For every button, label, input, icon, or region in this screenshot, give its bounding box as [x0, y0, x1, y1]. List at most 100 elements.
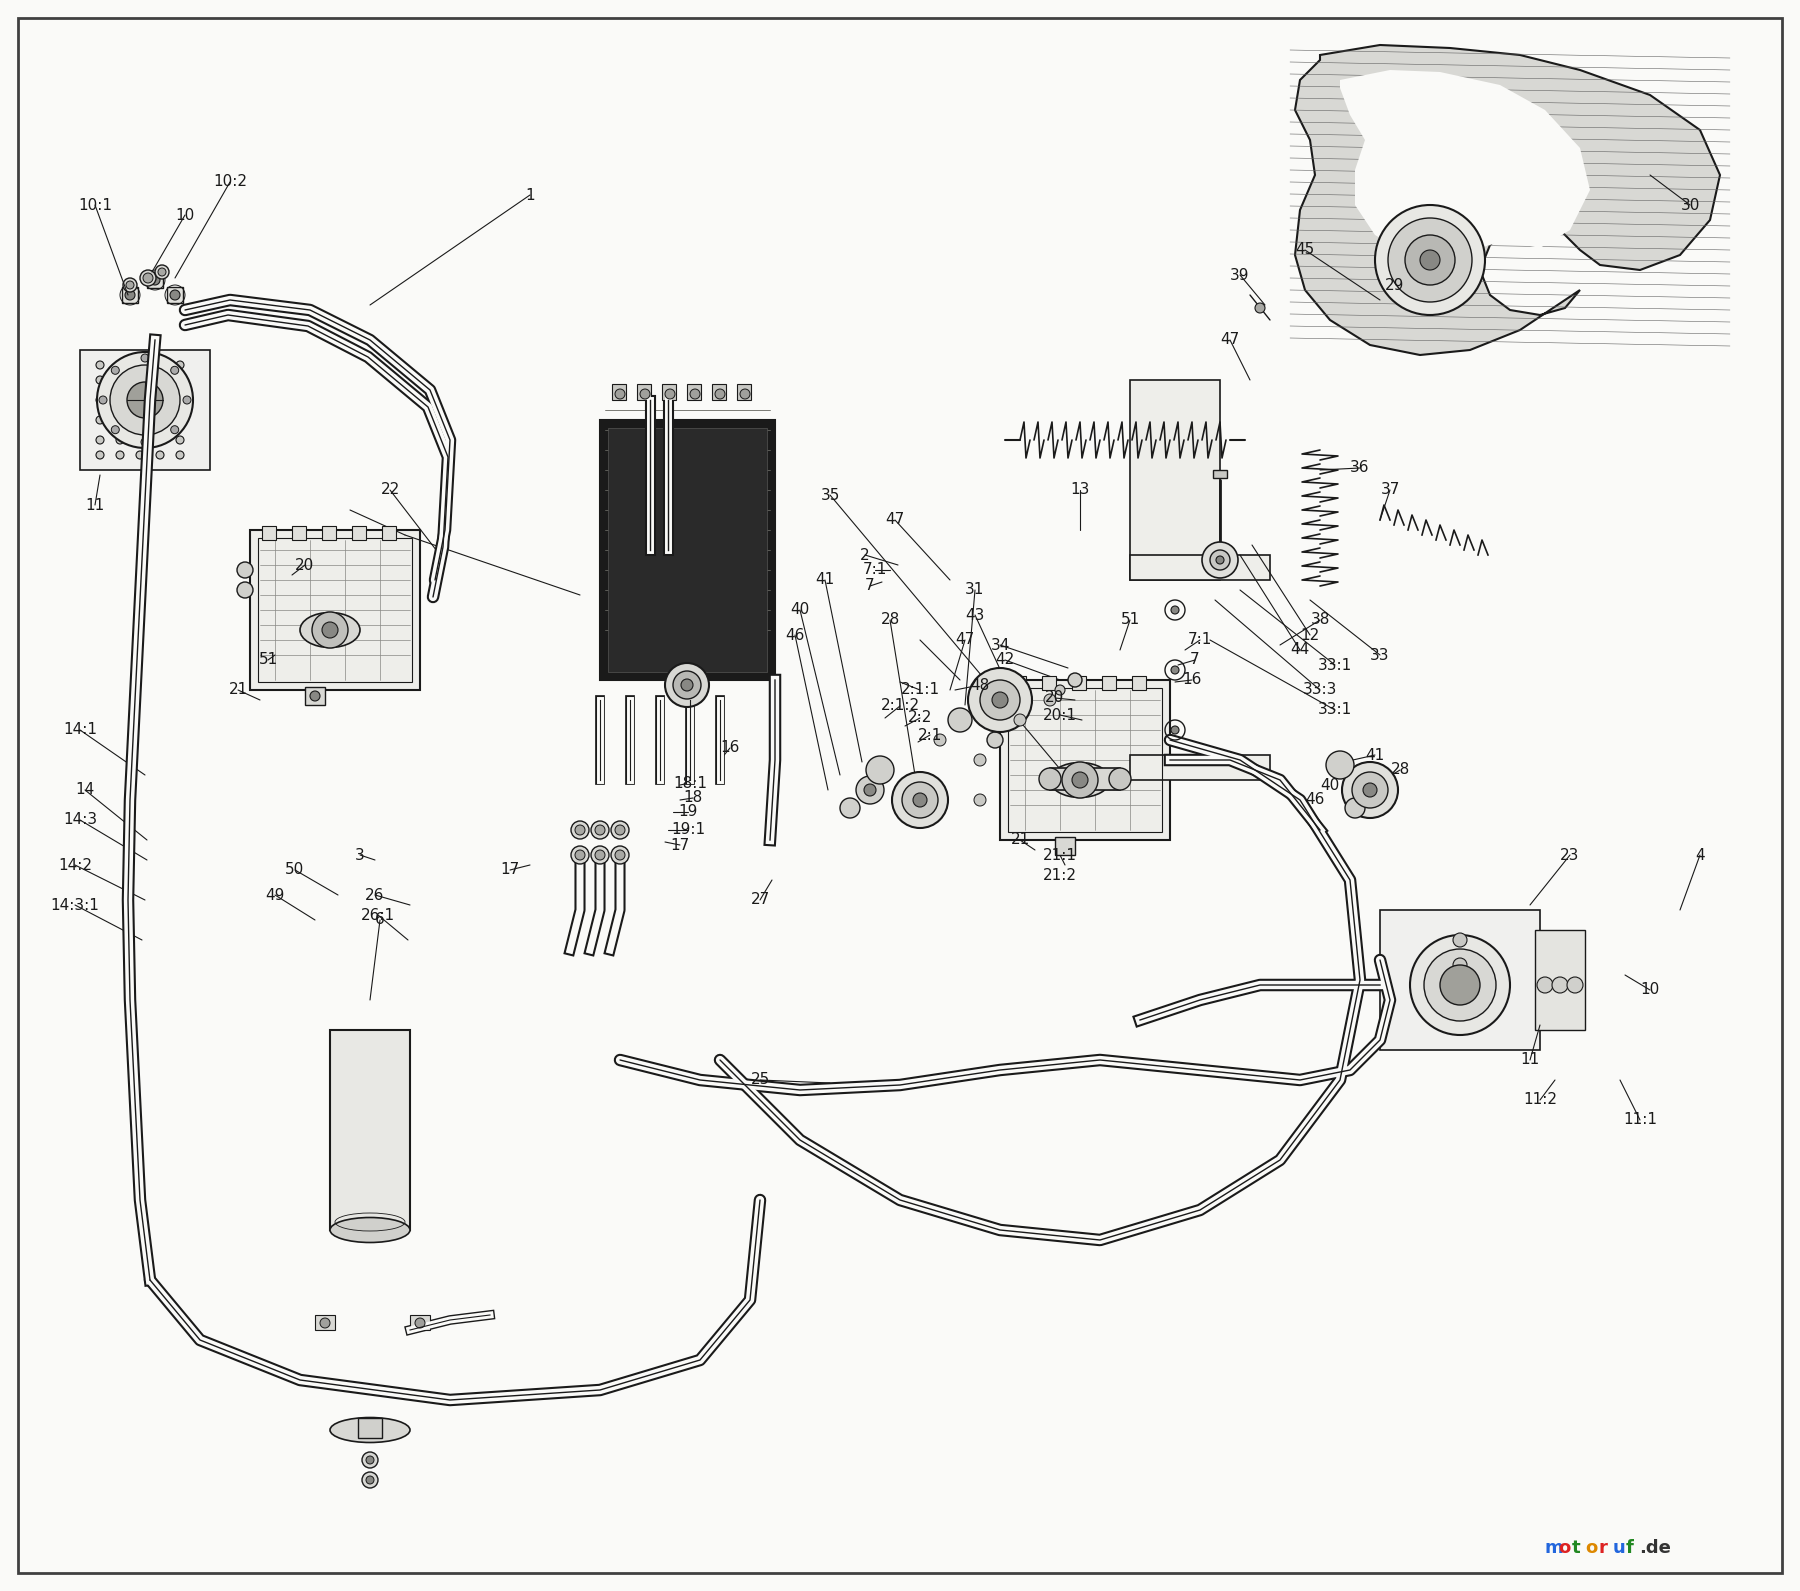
Circle shape [112, 426, 119, 434]
Bar [148, 272, 164, 288]
Circle shape [1440, 966, 1480, 1006]
Circle shape [238, 582, 254, 598]
Text: 18: 18 [684, 791, 702, 805]
Text: 2:1: 2:1 [918, 727, 941, 743]
Bar [688, 383, 700, 399]
Circle shape [616, 826, 625, 835]
Bar [1213, 469, 1228, 477]
Circle shape [934, 733, 947, 746]
Circle shape [137, 396, 144, 404]
Text: 33: 33 [1370, 648, 1390, 662]
Bar [1130, 555, 1271, 581]
Text: 12: 12 [1300, 627, 1319, 643]
Circle shape [362, 1453, 378, 1468]
Bar [1012, 676, 1026, 690]
Circle shape [99, 396, 106, 404]
Circle shape [1067, 673, 1082, 687]
Circle shape [1375, 205, 1485, 315]
Bar [1130, 756, 1271, 780]
Text: m: m [1544, 1538, 1564, 1558]
Text: 10:2: 10:2 [212, 175, 247, 189]
Circle shape [857, 776, 884, 803]
Circle shape [95, 415, 104, 423]
Text: 33:1: 33:1 [1318, 657, 1352, 673]
Circle shape [142, 274, 153, 283]
Text: r: r [1598, 1538, 1607, 1558]
Circle shape [157, 361, 164, 369]
Text: 47: 47 [1220, 333, 1240, 347]
Circle shape [986, 713, 1003, 729]
Bar [322, 527, 337, 539]
Circle shape [616, 850, 625, 861]
Bar [608, 428, 767, 671]
Circle shape [155, 266, 169, 278]
Text: 20: 20 [1046, 690, 1064, 705]
Circle shape [1073, 772, 1087, 788]
Circle shape [664, 663, 709, 706]
Circle shape [673, 671, 700, 698]
Text: 19: 19 [679, 805, 698, 819]
Circle shape [140, 355, 149, 363]
Circle shape [176, 450, 184, 458]
Circle shape [157, 436, 164, 444]
Circle shape [149, 275, 160, 285]
Circle shape [157, 450, 164, 458]
Circle shape [902, 783, 938, 818]
Circle shape [596, 826, 605, 835]
Text: 4: 4 [1696, 848, 1705, 862]
Circle shape [574, 826, 585, 835]
Text: 47: 47 [956, 633, 974, 648]
Circle shape [171, 366, 178, 374]
Bar [410, 1316, 430, 1330]
Circle shape [1172, 606, 1179, 614]
Circle shape [124, 290, 135, 301]
Bar [1132, 676, 1147, 690]
Circle shape [590, 821, 608, 838]
Text: 40: 40 [790, 603, 810, 617]
Polygon shape [1339, 70, 1589, 258]
Text: 44: 44 [1291, 643, 1310, 657]
Circle shape [689, 390, 700, 399]
Circle shape [596, 850, 605, 861]
Circle shape [1487, 950, 1496, 958]
Circle shape [1537, 977, 1553, 993]
Circle shape [866, 756, 895, 784]
Circle shape [1456, 937, 1463, 945]
Text: 25: 25 [751, 1072, 770, 1088]
Circle shape [115, 450, 124, 458]
Circle shape [610, 846, 628, 864]
Text: 39: 39 [1229, 267, 1249, 283]
Circle shape [140, 438, 149, 445]
Circle shape [571, 821, 589, 838]
Circle shape [112, 366, 119, 374]
Circle shape [95, 436, 104, 444]
Text: 41: 41 [815, 573, 835, 587]
Bar [1001, 679, 1170, 840]
Text: 7: 7 [1190, 652, 1201, 668]
Text: 2:1:1: 2:1:1 [900, 683, 940, 697]
Circle shape [128, 382, 164, 418]
Circle shape [610, 821, 628, 838]
Text: 49: 49 [265, 888, 284, 902]
Text: 2: 2 [860, 547, 869, 563]
Text: 45: 45 [1296, 242, 1314, 258]
Circle shape [1055, 686, 1066, 695]
Bar [257, 538, 412, 683]
Circle shape [97, 352, 193, 449]
Text: f: f [1625, 1538, 1634, 1558]
Circle shape [310, 690, 320, 702]
Text: 17: 17 [500, 862, 520, 878]
Text: 14:3:1: 14:3:1 [50, 897, 99, 913]
Circle shape [1406, 235, 1454, 285]
Circle shape [137, 415, 144, 423]
Bar [167, 286, 184, 302]
Circle shape [986, 732, 1003, 748]
Circle shape [974, 754, 986, 765]
Text: 7:1: 7:1 [862, 563, 887, 578]
Bar [1535, 931, 1586, 1029]
Circle shape [1426, 1012, 1433, 1020]
Text: 28: 28 [1390, 762, 1409, 778]
Circle shape [1202, 543, 1238, 578]
Circle shape [122, 278, 137, 293]
Circle shape [1388, 218, 1472, 302]
